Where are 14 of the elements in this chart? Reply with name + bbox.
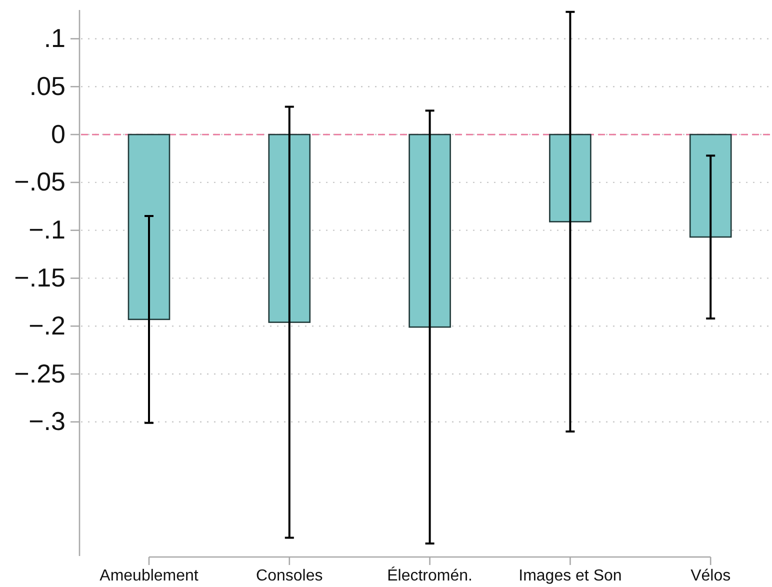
x-tick-label: Images et Son bbox=[518, 567, 622, 584]
y-tick-label: −.15 bbox=[14, 262, 66, 293]
x-tick-label: Ameublement bbox=[100, 567, 199, 584]
y-tick-label: −.1 bbox=[28, 214, 66, 245]
y-tick-label: 0 bbox=[51, 118, 66, 149]
y-tick-label: −.05 bbox=[14, 166, 66, 197]
y-tick-label: .05 bbox=[29, 70, 66, 101]
y-tick-label: −.2 bbox=[28, 310, 66, 340]
y-tick-label: −.25 bbox=[14, 358, 66, 388]
x-tick-label: Électromén. bbox=[387, 566, 472, 584]
y-tick-label: .1 bbox=[44, 23, 66, 54]
y-tick-label: −.3 bbox=[28, 406, 66, 436]
x-tick-label: Consoles bbox=[256, 567, 323, 584]
x-tick-label: Vélos bbox=[690, 567, 731, 584]
